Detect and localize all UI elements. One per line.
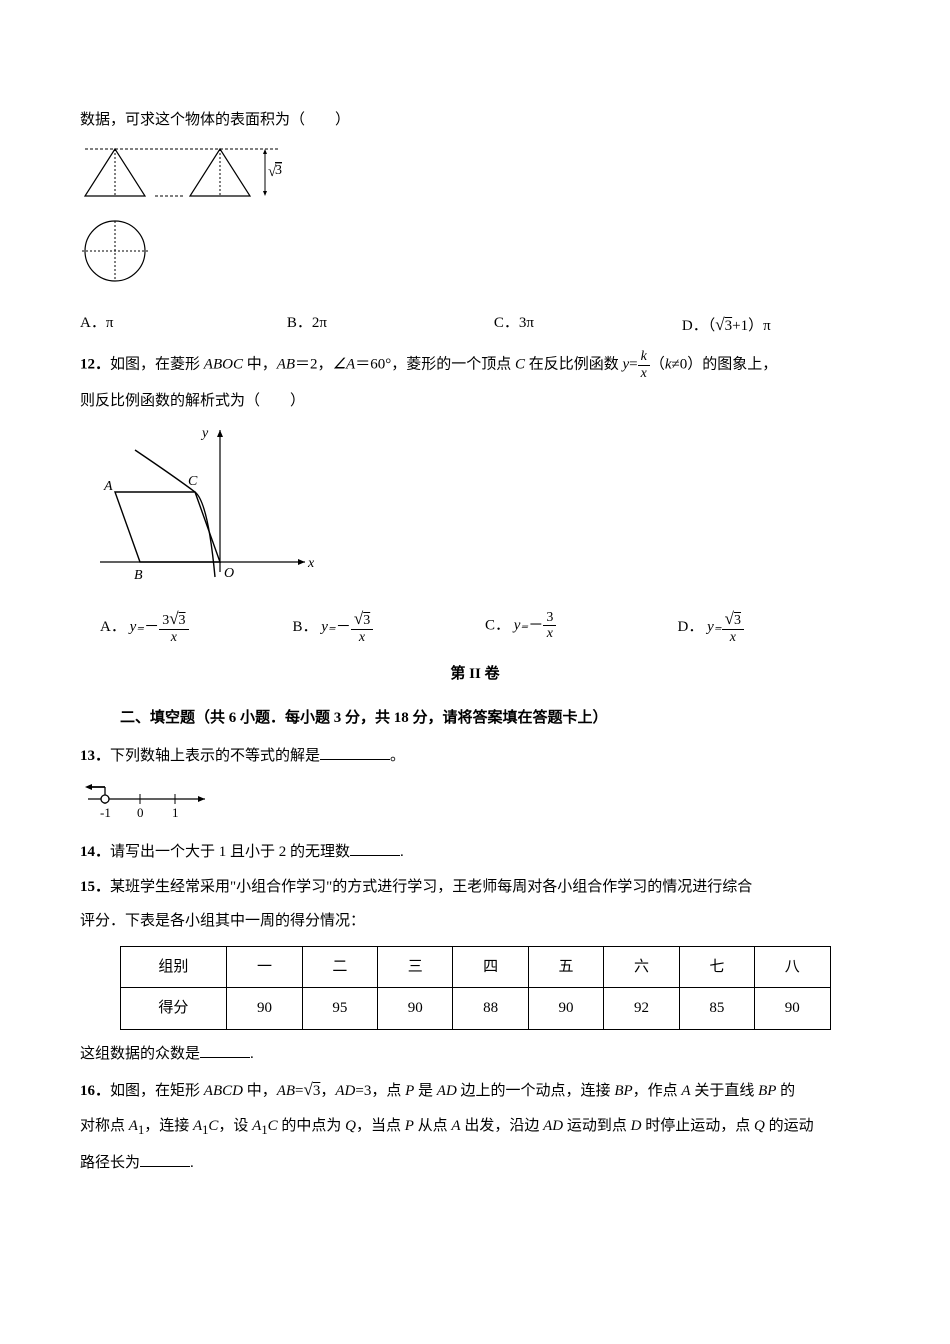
q15-line1: 15．某班学生经常采用"小组合作学习"的方式进行学习，王老师每周对各小组合作学习… — [80, 873, 870, 902]
q16-line2: 对称点 A1，连接 A1C，设 A1C 的中点为 Q，当点 P 从点 A 出发，… — [80, 1112, 870, 1143]
th-3: 三 — [378, 946, 453, 988]
td-4: 88 — [453, 988, 528, 1030]
section-2-subtitle: 二、填空题（共 6 小题．每小题 3 分，共 18 分，请将答案填在答题卡上） — [120, 704, 870, 733]
th-4: 四 — [453, 946, 528, 988]
td-label: 得分 — [120, 988, 227, 1030]
table-data-row: 得分 90 95 90 88 90 92 85 90 — [120, 988, 830, 1030]
svg-text:A: A — [103, 479, 113, 494]
th-5: 五 — [528, 946, 603, 988]
svg-text:C: C — [188, 474, 198, 489]
th-8: 八 — [755, 946, 830, 988]
q12-opt-b: B． y₌－√3x — [293, 610, 486, 645]
td-5: 90 — [528, 988, 603, 1030]
q12-opt-c: C． y₌－3x — [485, 610, 678, 645]
q14-blank — [350, 838, 400, 856]
q16-line1: 16．如图，在矩形 ABCD 中，AB=√3，AD=3，点 P 是 AD 边上的… — [80, 1074, 870, 1106]
td-3: 90 — [378, 988, 453, 1030]
svg-text:1: 1 — [172, 805, 179, 820]
svg-text:-1: -1 — [100, 805, 111, 820]
q15-tail: 这组数据的众数是. — [80, 1040, 870, 1069]
q11-opt-d: D．（√3+1）π — [682, 309, 870, 341]
td-2: 95 — [302, 988, 377, 1030]
svg-text:0: 0 — [137, 805, 144, 820]
q12-opt-d: D． y₌√3x — [678, 610, 871, 645]
q11-opt-c: C．3π — [494, 309, 682, 341]
svg-text:3: 3 — [275, 163, 282, 178]
q15-blank — [200, 1040, 250, 1058]
th-7: 七 — [679, 946, 754, 988]
q11-opt-b: B．2π — [287, 309, 494, 341]
q15-line2: 评分．下表是各小组其中一周的得分情况： — [80, 907, 870, 936]
q15-table: 组别 一 二 三 四 五 六 七 八 得分 90 95 90 88 90 92 … — [120, 946, 831, 1030]
q12-line2: 则反比例函数的解析式为（ ） — [80, 387, 870, 416]
q13-numberline: -1 0 1 — [80, 777, 870, 833]
q14: 14．请写出一个大于 1 且小于 2 的无理数. — [80, 838, 870, 867]
q11-trailing: 数据，可求这个物体的表面积为（ ） — [80, 106, 870, 135]
svg-text:O: O — [224, 566, 234, 581]
q11-opt-a: A．π — [80, 309, 287, 341]
q13: 13．下列数轴上表示的不等式的解是。 — [80, 742, 870, 771]
q16-line3: 路径长为. — [80, 1149, 870, 1178]
td-8: 90 — [755, 988, 830, 1030]
th-grp: 组别 — [120, 946, 227, 988]
svg-text:y: y — [200, 426, 209, 441]
q12-graph: x y O A B C — [80, 422, 870, 603]
td-6: 92 — [604, 988, 679, 1030]
q12-opt-a: A． y₌－3√3x — [100, 610, 293, 645]
table-header-row: 组别 一 二 三 四 五 六 七 八 — [120, 946, 830, 988]
q16-blank — [140, 1149, 190, 1167]
th-2: 二 — [302, 946, 377, 988]
section-2-title: 第 II 卷 — [80, 660, 870, 689]
q11-options: A．π B．2π C．3π D．（√3+1）π — [80, 309, 870, 341]
q11-figure: √ 3 — [80, 141, 870, 302]
q12-line1: 12．如图，在菱形 ABOC 中，AB＝2，∠A＝60°，菱形的一个顶点 C 在… — [80, 349, 870, 381]
td-1: 90 — [227, 988, 302, 1030]
svg-text:B: B — [134, 568, 143, 583]
q12-options: A． y₌－3√3x B． y₌－√3x C． y₌－3x D． y₌√3x — [100, 610, 870, 645]
td-7: 85 — [679, 988, 754, 1030]
th-1: 一 — [227, 946, 302, 988]
q13-blank — [320, 742, 390, 760]
svg-text:x: x — [307, 556, 315, 571]
th-6: 六 — [604, 946, 679, 988]
